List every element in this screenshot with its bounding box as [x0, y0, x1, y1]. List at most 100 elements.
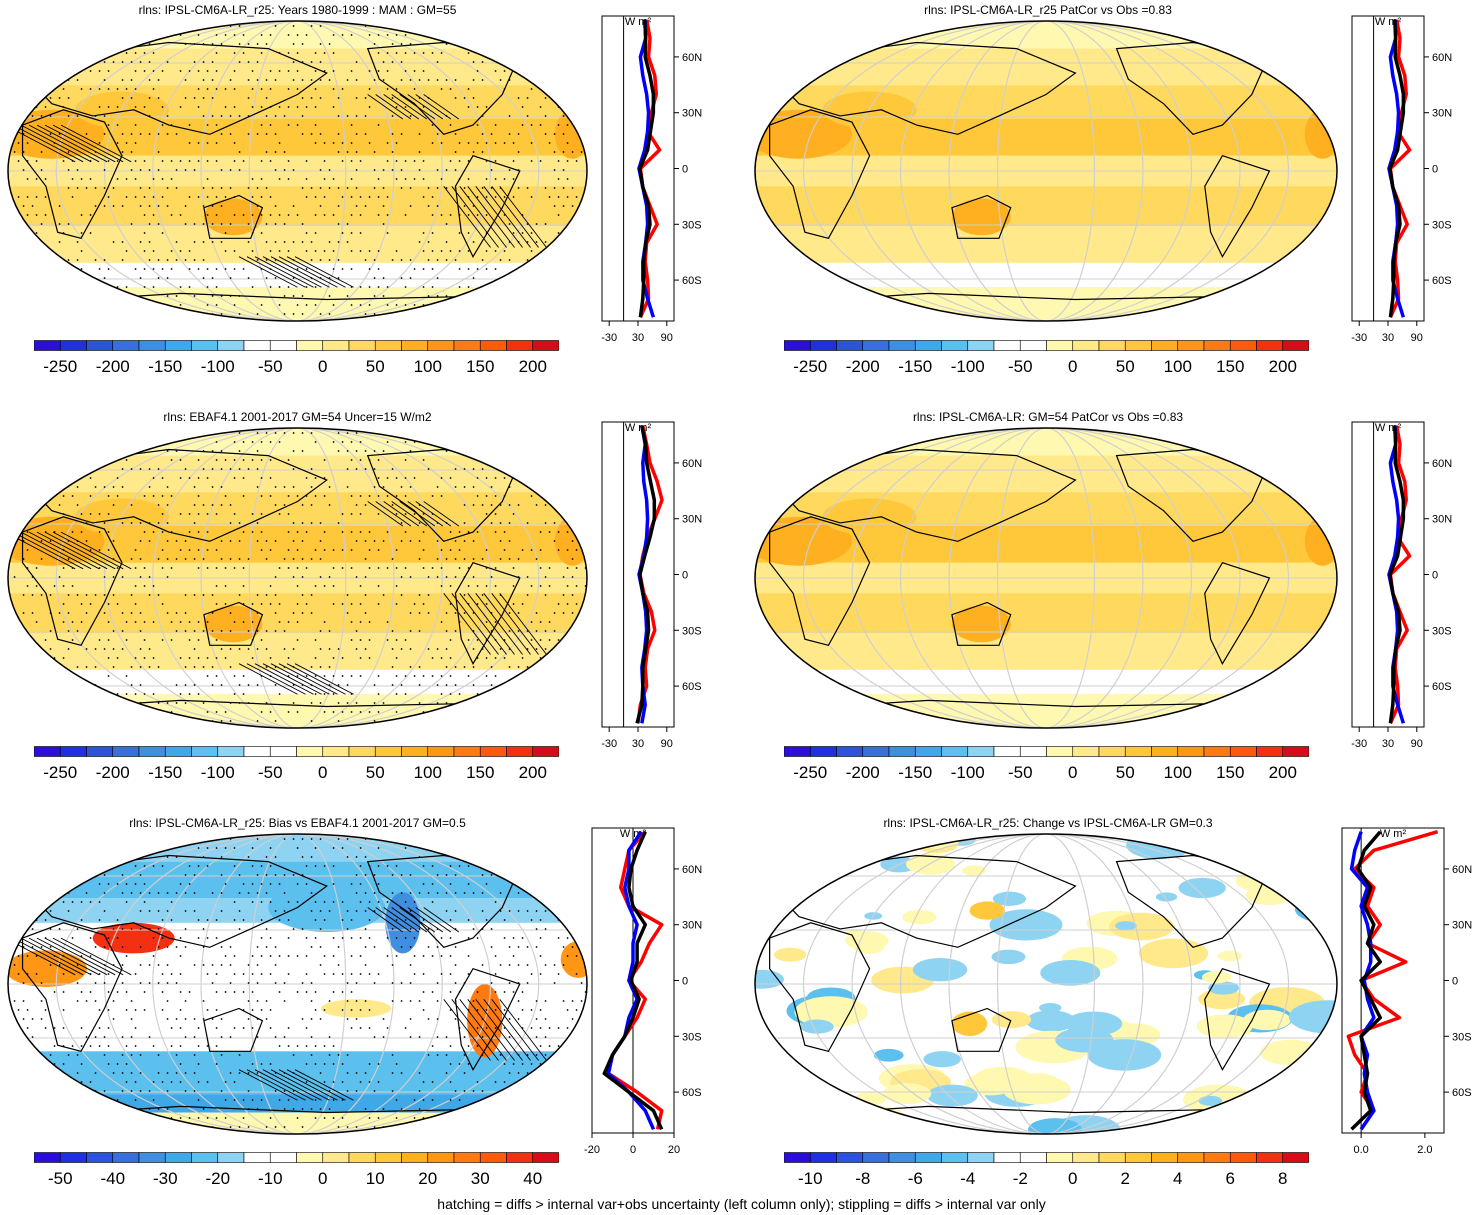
- stipple-dot: [418, 1072, 421, 1074]
- stipple-dot: [548, 477, 551, 479]
- zonal-series-line: [1350, 830, 1382, 1131]
- stipple-dot: [490, 838, 493, 840]
- colorbar-cell: [348, 1152, 376, 1163]
- stipple-dot: [76, 702, 79, 704]
- stipple-dot: [566, 937, 569, 939]
- stipple-dot: [13, 151, 16, 153]
- stipple-dot: [26, 441, 29, 443]
- stipple-dot: [121, 1126, 124, 1128]
- stipple-dot: [238, 43, 241, 45]
- stipple-dot: [215, 70, 218, 72]
- stipple-dot: [571, 576, 574, 578]
- stipple-dot: [134, 1117, 137, 1119]
- stipple-dot: [400, 43, 403, 45]
- graticule-line: [851, 21, 1241, 321]
- field-blob: [1217, 950, 1243, 962]
- stipple-dot: [328, 295, 331, 297]
- stipple-dot: [548, 459, 551, 461]
- stipple-dot: [409, 1018, 412, 1020]
- stipple-dot: [139, 1090, 142, 1092]
- stipple-dot: [58, 223, 61, 225]
- stipple-dot: [454, 1090, 457, 1092]
- colorbar-tick-label: 0: [318, 1169, 327, 1188]
- colorbar-cell: [1019, 1152, 1047, 1163]
- stipple-dot: [256, 946, 259, 948]
- stipple-dot: [125, 621, 128, 623]
- hatch-line: [262, 1069, 322, 1101]
- stipple-dot: [31, 1036, 34, 1038]
- stipple-dot: [395, 513, 398, 515]
- stipple-dot: [229, 648, 232, 650]
- stipple-dot: [566, 441, 569, 443]
- stipple-dot: [13, 630, 16, 632]
- stipple-dot: [472, 468, 475, 470]
- stipple-dot: [458, 1027, 461, 1029]
- stipple-dot: [553, 964, 556, 966]
- stipple-dot: [31, 856, 34, 858]
- map-border: [7, 20, 588, 322]
- stipple-dot: [395, 567, 398, 569]
- stipple-dot: [71, 711, 74, 713]
- stipple-dot: [508, 133, 511, 135]
- stipple-dot: [256, 259, 259, 261]
- stipple-dot: [130, 612, 133, 614]
- colorbar-cell: [809, 340, 837, 351]
- y-tick-label: 30S: [1452, 1031, 1472, 1043]
- stipple-dot: [166, 576, 169, 578]
- stipple-dot: [153, 322, 155, 324]
- stipple-dot: [166, 540, 169, 542]
- stipple-dot: [44, 1027, 47, 1029]
- stipple-dot: [539, 585, 542, 587]
- stipple-dot: [549, 729, 551, 731]
- stipple-dot: [301, 115, 304, 117]
- stipple-dot: [436, 133, 439, 135]
- stipple-dot: [373, 982, 376, 984]
- stipple-dot: [143, 250, 146, 252]
- stipple-dot: [197, 268, 200, 270]
- stipple-dot: [319, 964, 322, 966]
- stipple-dot: [553, 504, 556, 506]
- stipple-dot: [571, 241, 574, 243]
- stipple-dot: [346, 187, 349, 189]
- stipple-dot: [125, 639, 128, 641]
- stipple-dot: [517, 169, 520, 171]
- stipple-dot: [350, 937, 353, 939]
- hatch-line: [367, 907, 404, 933]
- stipple-dot: [575, 70, 578, 72]
- stipple-dot: [391, 648, 394, 650]
- stipple-dot: [107, 883, 110, 885]
- stipple-dot: [166, 205, 169, 207]
- hatch-line: [270, 256, 330, 288]
- stipple-dot: [494, 160, 497, 162]
- stipple-dot: [116, 1063, 119, 1065]
- stipple-dot: [71, 268, 74, 270]
- stipple-dot: [220, 720, 223, 722]
- hatch-line: [391, 907, 428, 933]
- stipple-dot: [553, 151, 556, 153]
- stipple-dot: [80, 88, 83, 90]
- stipple-dot: [197, 865, 200, 867]
- field-blob: [268, 883, 386, 932]
- stipple-dot: [382, 61, 385, 63]
- hatch-line: [491, 593, 539, 655]
- stipple-dot: [332, 711, 335, 713]
- map-title: rlns: IPSL-CM6A-LR_r25: Change vs IPSL-C…: [883, 816, 1213, 830]
- coastline: [769, 109, 871, 240]
- stipple-dot: [292, 648, 295, 650]
- stipple-dot: [557, 1045, 560, 1047]
- stipple-dot: [494, 142, 497, 144]
- stipple-dot: [535, 684, 538, 686]
- stipple-dot: [144, 1135, 146, 1137]
- colorbar-cell: [374, 1152, 402, 1163]
- stipple-dot: [508, 504, 511, 506]
- field-blob: [991, 949, 1026, 965]
- stipple-dot: [175, 241, 178, 243]
- stipple-dot: [89, 1081, 92, 1083]
- field-blob: [320, 999, 392, 1018]
- y-tick-label: 60N: [682, 864, 702, 876]
- stipple-dot: [130, 1000, 133, 1002]
- stipple-dot: [242, 1099, 245, 1101]
- field-blob: [912, 957, 968, 982]
- stipple-dot: [499, 892, 502, 894]
- stipple-dot: [575, 919, 578, 921]
